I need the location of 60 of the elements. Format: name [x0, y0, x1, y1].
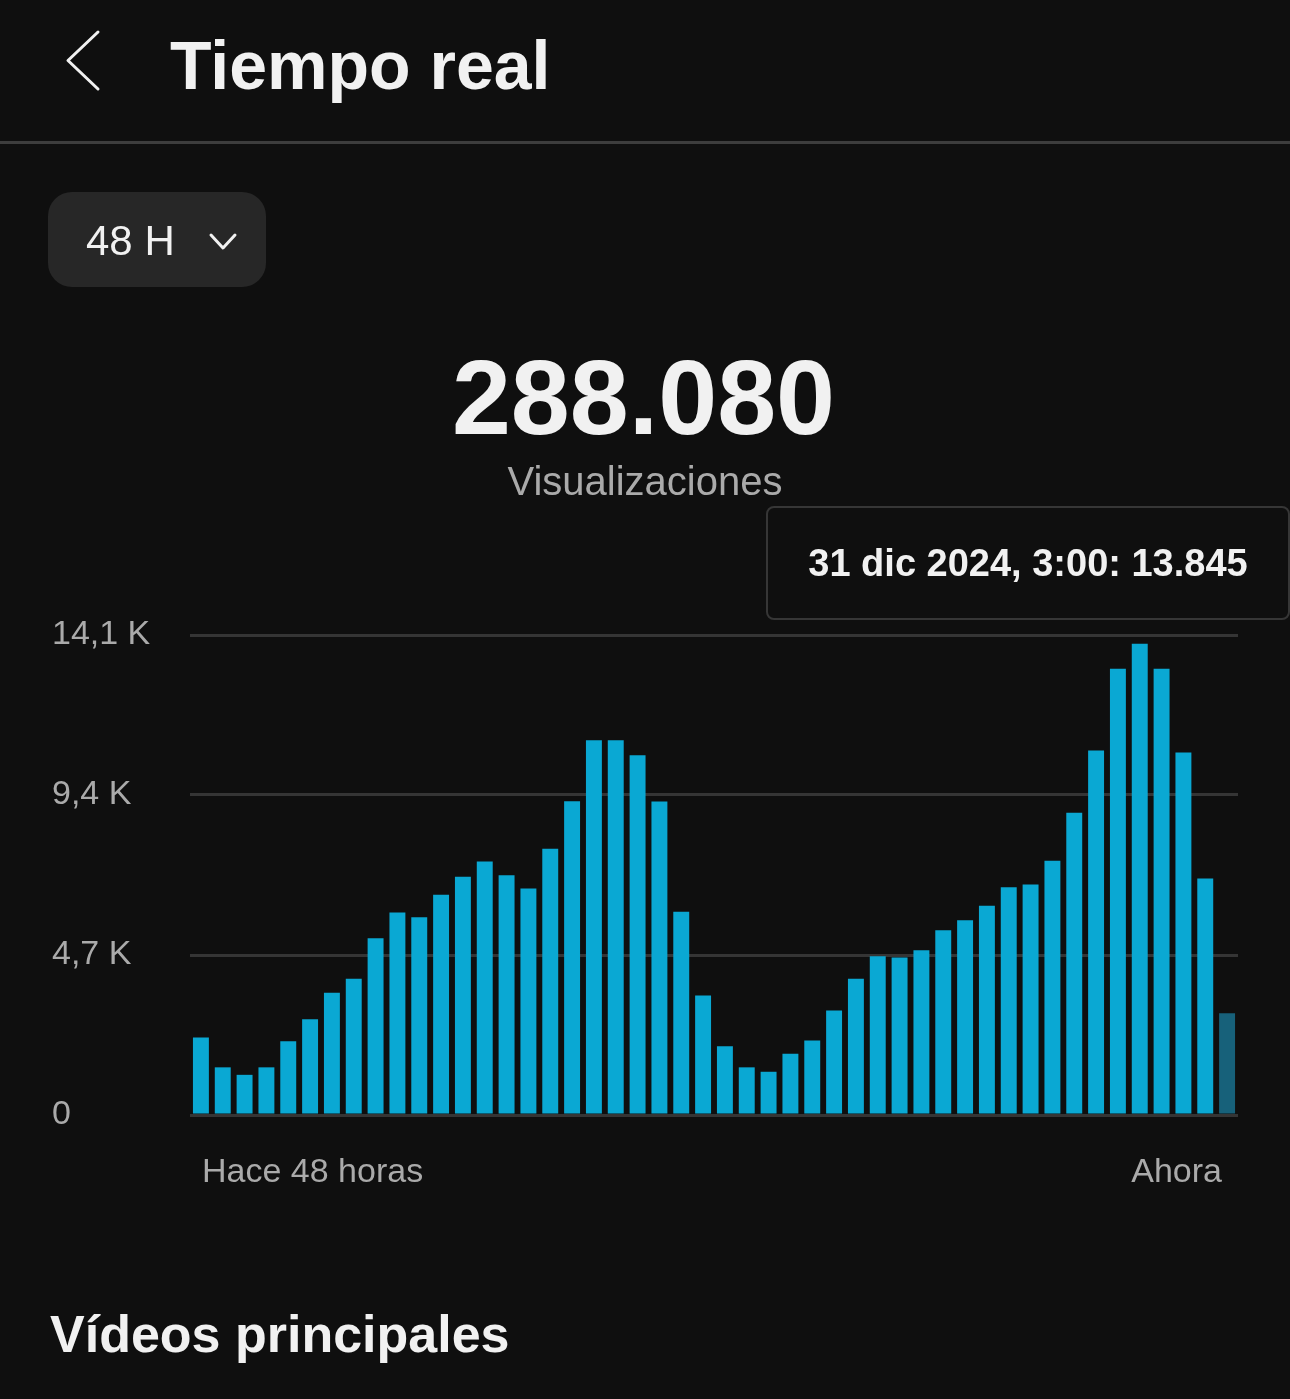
- bar: [978, 905, 995, 1114]
- bar: [629, 755, 646, 1114]
- bar: [782, 1053, 799, 1114]
- bar: [1066, 812, 1083, 1114]
- bar: [280, 1041, 297, 1114]
- bar: [1022, 884, 1039, 1114]
- bar: [957, 920, 974, 1114]
- bar: [607, 740, 624, 1114]
- bar: [585, 740, 602, 1114]
- bar: [716, 1046, 733, 1114]
- bar: [345, 978, 362, 1114]
- bar: [847, 978, 864, 1114]
- bar: [476, 861, 493, 1114]
- bar: [542, 848, 559, 1114]
- bar: [433, 894, 450, 1114]
- bar: [651, 801, 668, 1114]
- text: Ahora: [1131, 1151, 1223, 1190]
- bar: [367, 938, 384, 1114]
- bar: [214, 1067, 231, 1114]
- bar: [1153, 668, 1170, 1114]
- bar: [1131, 643, 1148, 1114]
- bar: [1175, 752, 1192, 1114]
- bar: [1219, 1013, 1236, 1114]
- bar: [1088, 750, 1105, 1114]
- bar: [1109, 668, 1126, 1114]
- chart-title: Tiempo real: [170, 27, 551, 103]
- bar: [891, 957, 908, 1114]
- bar: [323, 992, 340, 1114]
- bar: [389, 912, 406, 1114]
- text: Vídeos principales: [50, 1305, 510, 1363]
- y-tick-label: 4,7 K: [52, 933, 132, 972]
- bar: [498, 875, 515, 1114]
- bar: [236, 1074, 253, 1114]
- y-tick-label: 9,4 K: [52, 773, 132, 812]
- text: 288.080: [450, 338, 837, 456]
- bar: [738, 1067, 755, 1114]
- text: 48 H: [86, 217, 175, 264]
- text: Visualizaciones: [506, 459, 784, 503]
- bar: [564, 801, 581, 1114]
- bar: [869, 956, 886, 1114]
- bar: [454, 876, 471, 1114]
- bar: [695, 995, 712, 1114]
- bar: [1044, 860, 1061, 1114]
- bar: [192, 1037, 209, 1114]
- tooltip: 31 dic 2024, 3:00: 13.845: [766, 506, 1290, 620]
- bar: [1000, 887, 1017, 1114]
- bar: [411, 917, 428, 1114]
- bar: [913, 950, 930, 1114]
- y-tick-label: 14,1 K: [52, 613, 151, 652]
- bar: [673, 911, 690, 1114]
- bar: [826, 1010, 843, 1114]
- bar: [935, 930, 952, 1114]
- bar: [258, 1067, 275, 1114]
- bar: [520, 888, 537, 1114]
- y-tick-label: 0: [52, 1093, 71, 1132]
- bar: [1197, 878, 1214, 1114]
- text: Hace 48 horas: [202, 1151, 424, 1190]
- bar: [804, 1040, 821, 1114]
- bar: [760, 1071, 777, 1114]
- bar: [302, 1019, 319, 1114]
